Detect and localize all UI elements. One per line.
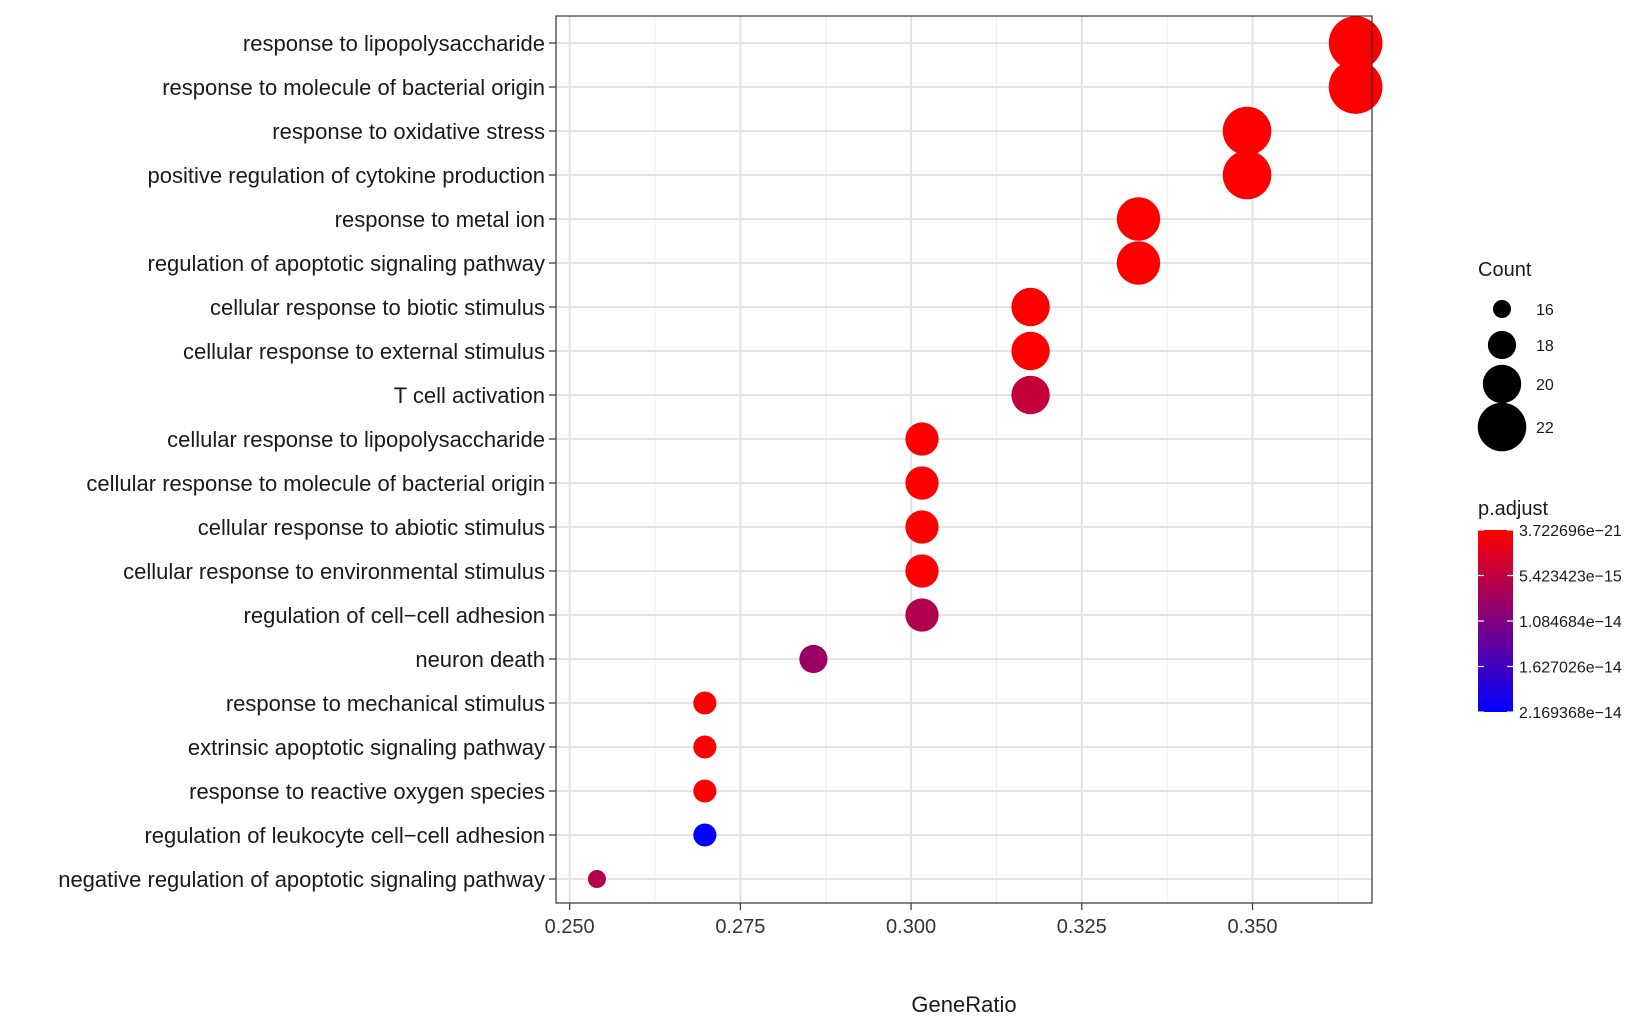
- count-legend-key: [1493, 300, 1511, 318]
- x-tick-label: 0.275: [715, 916, 765, 938]
- count-legend-label: 18: [1536, 338, 1554, 355]
- count-legend: Count 16 18 20 22: [1477, 259, 1554, 452]
- y-axis: response to lipopolysaccharide response t…: [58, 31, 556, 892]
- x-tick-label: 0.325: [1057, 916, 1107, 938]
- y-tick-label: T cell activation: [394, 383, 545, 408]
- y-tick-label: response to mechanical stimulus: [226, 691, 545, 716]
- data-point: [905, 598, 939, 632]
- y-tick-label: cellular response to environmental stimu…: [123, 559, 545, 584]
- y-tick-label: regulation of leukocyte cell−cell adhesi…: [144, 823, 545, 848]
- data-point: [693, 691, 717, 715]
- count-legend-title: Count: [1478, 259, 1532, 281]
- data-point: [693, 735, 717, 759]
- data-point: [905, 466, 939, 500]
- plot-panel: [555, 15, 1373, 904]
- data-point: [799, 644, 828, 674]
- count-legend-key: [1477, 402, 1527, 452]
- data-point: [1222, 150, 1272, 200]
- x-tick-label: 0.250: [545, 916, 595, 938]
- x-tick-label: 0.350: [1227, 916, 1277, 938]
- p-adjust-legend-label: 2.169368e−14: [1519, 705, 1622, 722]
- count-legend-label: 22: [1536, 420, 1554, 437]
- data-point: [905, 554, 939, 588]
- y-tick-label: negative regulation of apoptotic signali…: [58, 867, 545, 892]
- data-point: [1222, 106, 1272, 156]
- y-tick-label: cellular response to abiotic stimulus: [198, 515, 545, 540]
- data-point: [905, 422, 939, 456]
- minor-gridlines: [654, 16, 1339, 903]
- data-point: [693, 779, 717, 803]
- p-adjust-legend: p.adjust 3.722696e−21 5.423423e−15 1.08468…: [1478, 498, 1622, 722]
- p-adjust-legend-label: 3.722696e−21: [1519, 523, 1622, 540]
- x-axis-title: GeneRatio: [911, 992, 1016, 1017]
- data-point: [1116, 197, 1161, 241]
- y-tick-label: cellular response to lipopolysaccharide: [167, 427, 545, 452]
- data-point: [905, 510, 939, 544]
- data-point: [1328, 60, 1383, 114]
- p-adjust-legend-label: 1.084684e−14: [1519, 614, 1622, 631]
- count-legend-label: 16: [1536, 302, 1554, 319]
- count-legend-key: [1487, 330, 1517, 360]
- x-axis: 0.250 0.275 0.300 0.325 0.350: [545, 903, 1278, 938]
- y-tick-label: response to oxidative stress: [272, 119, 545, 144]
- data-point: [1011, 375, 1050, 415]
- y-tick-label: cellular response to molecule of bacteri…: [86, 471, 545, 496]
- data-point: [693, 823, 717, 847]
- y-tick-label: response to reactive oxygen species: [189, 779, 545, 804]
- y-tick-label: response to molecule of bacterial origin: [162, 75, 545, 100]
- y-tick-label: neuron death: [415, 647, 545, 672]
- count-legend-key: [1482, 364, 1522, 404]
- data-point: [1116, 241, 1161, 285]
- y-tick-label: regulation of cell−cell adhesion: [244, 603, 545, 628]
- count-legend-label: 20: [1536, 377, 1554, 394]
- y-tick-label: response to lipopolysaccharide: [243, 31, 545, 56]
- y-tick-label: cellular response to external stimulus: [183, 339, 545, 364]
- p-adjust-legend-label: 5.423423e−15: [1519, 569, 1622, 586]
- data-point: [1328, 16, 1383, 70]
- p-adjust-legend-title: p.adjust: [1478, 498, 1548, 520]
- y-tick-label: positive regulation of cytokine producti…: [148, 163, 545, 188]
- data-point: [587, 870, 606, 888]
- y-tick-label: regulation of apoptotic signaling pathwa…: [148, 251, 546, 276]
- y-tick-label: extrinsic apoptotic signaling pathway: [188, 735, 545, 760]
- data-point: [1011, 331, 1050, 371]
- data-point: [1011, 287, 1050, 327]
- data-points: [587, 16, 1383, 888]
- y-tick-label: response to metal ion: [335, 207, 545, 232]
- y-tick-label: cellular response to biotic stimulus: [210, 295, 545, 320]
- p-adjust-legend-label: 1.627026e−14: [1519, 660, 1622, 677]
- x-tick-label: 0.300: [886, 916, 936, 938]
